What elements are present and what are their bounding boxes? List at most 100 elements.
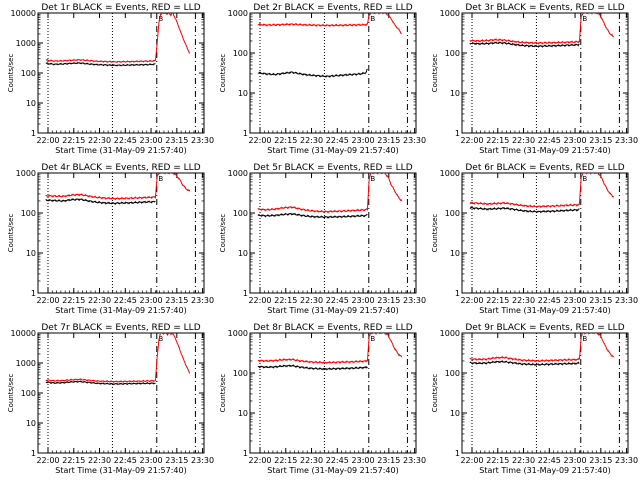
x-tick-label: 22:45 — [538, 456, 561, 465]
y-axis-label: Counts/sec — [431, 54, 439, 93]
x-tick-label: 22:30 — [300, 456, 323, 465]
y-tick-label: 1000 — [16, 39, 36, 48]
x-tick-label: 22:45 — [114, 296, 137, 305]
y-tick-label: 1 — [455, 129, 460, 138]
x-tick-label: 22:15 — [486, 456, 509, 465]
y-tick-label: 10 — [238, 249, 248, 258]
y-tick-label: 100 — [233, 49, 248, 58]
b-marker: B — [582, 175, 587, 183]
plot-frame — [249, 12, 417, 134]
x-axis-label: Start Time (31-May-09 21:57:40) — [267, 146, 398, 155]
x-tick-label: 23:15 — [165, 456, 188, 465]
plot-frame — [461, 172, 629, 294]
plot-frame — [461, 12, 629, 134]
panel-det-9: Det 9r BLACK = Events, RED = LLD 1 10 100 10… — [431, 323, 638, 475]
panel-det-1: Det 1r BLACK = Events, RED = LLD 1 10 100 10… — [7, 3, 214, 155]
x-tick-label: 22:00 — [460, 456, 483, 465]
x-tick-label: 22:15 — [274, 456, 297, 465]
x-axis-label: Start Time (31-May-09 21:57:40) — [267, 466, 398, 475]
x-tick-label: 23:15 — [589, 456, 612, 465]
chart-title: Det 3r BLACK = Events, RED = LLD — [465, 3, 624, 13]
x-tick-label: 23:15 — [165, 296, 188, 305]
x-axis-label: Start Time (31-May-09 21:57:40) — [479, 146, 610, 155]
y-axis-label: Counts/sec — [7, 54, 15, 93]
x-tick-label: 22:45 — [114, 136, 137, 145]
x-tick-label: 22:30 — [88, 136, 111, 145]
x-tick-label: 22:45 — [326, 296, 349, 305]
y-tick-label: 1 — [243, 129, 248, 138]
y-tick-label: 1000 — [440, 169, 460, 178]
y-tick-label: 10 — [450, 249, 460, 258]
x-tick-label: 23:00 — [564, 456, 587, 465]
x-tick-label: 22:45 — [538, 136, 561, 145]
y-tick-label: 10000 — [11, 9, 36, 18]
x-axis-label: Start Time (31-May-09 21:57:40) — [479, 306, 610, 315]
y-axis-label: Counts/sec — [219, 54, 227, 93]
b-marker: B — [158, 15, 163, 23]
panel-det-2: Det 2r BLACK = Events, RED = LLD 1 10 100 10… — [219, 3, 426, 155]
x-tick-label: 23:15 — [165, 136, 188, 145]
chart-title: Det 2r BLACK = Events, RED = LLD — [253, 3, 412, 13]
x-tick-label: 22:00 — [248, 136, 271, 145]
y-tick-label: 1000 — [440, 329, 460, 338]
x-tick-label: 22:30 — [300, 296, 323, 305]
y-tick-label: 1 — [455, 289, 460, 298]
y-tick-label: 1000 — [228, 169, 248, 178]
x-tick-label: 23:15 — [589, 136, 612, 145]
series-events — [257, 212, 368, 219]
x-tick-label: 22:30 — [88, 296, 111, 305]
chart-title: Det 9r BLACK = Events, RED = LLD — [465, 323, 624, 333]
y-tick-label: 100 — [445, 369, 460, 378]
x-tick-label: 22:30 — [512, 456, 535, 465]
x-axis-label: Start Time (31-May-09 21:57:40) — [479, 466, 610, 475]
x-tick-label: 23:30 — [403, 296, 426, 305]
x-tick-label: 23:00 — [352, 136, 375, 145]
y-tick-label: 1 — [31, 129, 36, 138]
y-tick-label: 1000 — [16, 359, 36, 368]
y-tick-label: 1 — [243, 289, 248, 298]
series-events — [257, 364, 368, 371]
series-events — [45, 61, 156, 67]
y-axis-label: Counts/sec — [7, 214, 15, 253]
x-tick-label: 22:15 — [62, 456, 85, 465]
b-marker: B — [370, 175, 375, 183]
y-tick-label: 10000 — [11, 329, 36, 338]
x-axis-label: Start Time (31-May-09 21:57:40) — [55, 146, 186, 155]
x-tick-label: 23:00 — [352, 456, 375, 465]
series-lld — [45, 333, 191, 384]
x-tick-label: 22:15 — [274, 296, 297, 305]
x-tick-label: 22:30 — [300, 136, 323, 145]
x-axis-label: Start Time (31-May-09 21:57:40) — [55, 306, 186, 315]
y-tick-label: 1000 — [16, 169, 36, 178]
y-tick-label: 1000 — [228, 329, 248, 338]
b-marker: B — [582, 335, 587, 343]
b-marker: B — [158, 335, 163, 343]
plot-frame — [37, 172, 205, 294]
y-axis-label: Counts/sec — [431, 374, 439, 413]
x-axis-label: Start Time (31-May-09 21:57:40) — [55, 466, 186, 475]
x-tick-label: 23:30 — [615, 296, 638, 305]
series-lld — [257, 13, 402, 35]
x-tick-label: 23:30 — [615, 136, 638, 145]
chart-title: Det 5r BLACK = Events, RED = LLD — [253, 163, 412, 173]
x-tick-label: 23:00 — [140, 456, 163, 465]
y-tick-label: 10 — [450, 409, 460, 418]
b-marker: B — [370, 335, 375, 343]
x-tick-label: 23:00 — [564, 296, 587, 305]
y-axis-label: Counts/sec — [431, 214, 439, 253]
x-tick-label: 22:00 — [460, 296, 483, 305]
b-marker: B — [582, 15, 587, 23]
x-tick-label: 23:15 — [377, 296, 400, 305]
series-lld — [45, 13, 191, 64]
x-tick-label: 23:15 — [377, 456, 400, 465]
y-tick-label: 1 — [455, 449, 460, 458]
x-tick-label: 23:00 — [140, 136, 163, 145]
plot-frame — [461, 332, 629, 454]
series-events — [469, 41, 580, 48]
series-lld — [469, 173, 615, 209]
y-tick-label: 100 — [21, 389, 36, 398]
panel-det-5: Det 5r BLACK = Events, RED = LLD 1 10 100 10… — [219, 163, 426, 315]
y-axis-label: Counts/sec — [7, 374, 15, 413]
chart-title: Det 7r BLACK = Events, RED = LLD — [41, 323, 200, 333]
y-tick-label: 100 — [445, 49, 460, 58]
